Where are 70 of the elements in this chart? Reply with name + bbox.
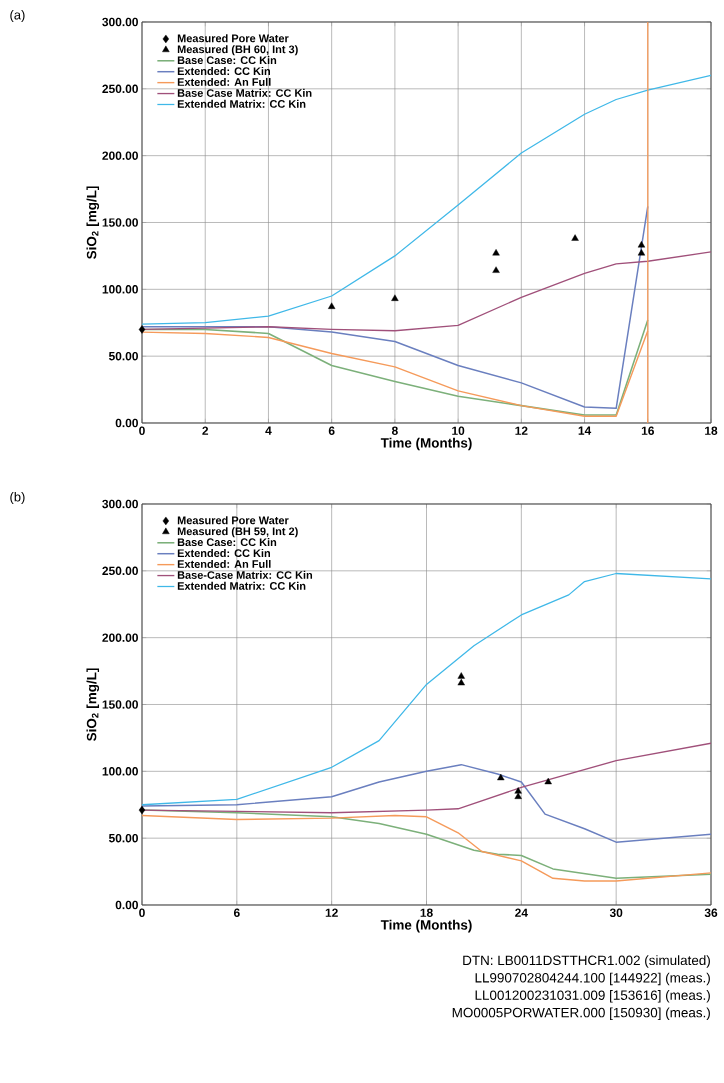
x-tick-label: 30 xyxy=(609,908,623,918)
y-tick-label: 250.00 xyxy=(102,566,138,576)
x-tick-label: 2 xyxy=(202,426,209,435)
legend-label: Extended: An Full xyxy=(177,559,271,568)
y-tick-label: 0.00 xyxy=(115,418,138,428)
point xyxy=(544,777,552,785)
legend-label: Measured Pore Water xyxy=(177,34,289,43)
x-tick-label: 24 xyxy=(515,908,528,917)
x-tick-label: 36 xyxy=(704,908,718,918)
x-tick-label: 10 xyxy=(452,426,465,435)
point xyxy=(391,294,399,301)
y-tick-label: 300.00 xyxy=(102,499,138,509)
x-tick-label: 18 xyxy=(420,908,433,917)
x-tick-label: 16 xyxy=(641,426,654,435)
text: MO0005PORWATER.000 [150930] (meas.) xyxy=(452,1007,710,1021)
y-tick-label: 50.00 xyxy=(108,351,138,361)
text: LL990702804244.100 [144922] (meas.) xyxy=(475,972,710,986)
text: LL001200231031.009 [153616] (meas.) xyxy=(475,990,710,1003)
x-axis-title: Time (Months) xyxy=(380,919,472,933)
legend-label: Extended: CC Kin xyxy=(177,548,270,558)
text: DTN: LB0011DSTTHCR1.002 (simulated) xyxy=(463,955,710,968)
y-tick-label: 50.00 xyxy=(108,833,138,843)
point xyxy=(497,773,505,781)
legend-label: Measured Pore Water xyxy=(177,516,289,525)
y-tick-label: 200.00 xyxy=(102,633,138,642)
point xyxy=(637,241,646,248)
x-tick-label: 0 xyxy=(139,426,145,435)
y-tick-label: 0.00 xyxy=(115,900,138,910)
y-tick-label: 300.00 xyxy=(102,17,138,27)
legend-label: Base Case: CC Kin xyxy=(177,56,277,65)
legend-label: Extended: An Full xyxy=(177,77,271,86)
x-tick-label: 12 xyxy=(325,908,338,917)
point xyxy=(571,234,579,241)
point xyxy=(457,672,465,679)
x-tick-label: 6 xyxy=(233,908,240,917)
legend-label: Base Case Matrix: CC Kin xyxy=(177,88,312,97)
x-tick-label: 12 xyxy=(515,426,528,435)
point xyxy=(328,302,336,309)
point xyxy=(492,249,500,256)
y-tick-label: 200.00 xyxy=(102,151,138,160)
legend-label: Extended: CC Kin xyxy=(177,66,270,76)
point xyxy=(138,325,146,334)
legend-label: Measured (BH 60, Int 3) xyxy=(177,45,298,56)
point xyxy=(492,266,500,273)
point xyxy=(514,792,522,799)
x-tick-label: 0 xyxy=(139,908,145,917)
legend-label: Extended Matrix: CC Kin xyxy=(177,581,306,590)
legend-label: Base-Case Matrix: CC Kin xyxy=(177,570,313,579)
point xyxy=(514,787,522,794)
legend-label: Measured (BH 59, Int 2) xyxy=(177,527,298,538)
point xyxy=(637,249,646,256)
y-axis-title: SiO$_{2}$ [mg/L] xyxy=(86,668,100,741)
legend-label: Base Case: CC Kin xyxy=(177,538,277,547)
text: (b) xyxy=(10,491,25,505)
y-tick-label: 100.00 xyxy=(102,285,138,294)
x-tick-label: 14 xyxy=(578,426,592,435)
x-tick-label: 4 xyxy=(265,426,272,435)
y-axis-title: SiO$_{2}$ [mg/L] xyxy=(86,186,100,259)
x-tick-label: 18 xyxy=(705,426,718,435)
legend-label: Extended Matrix: CC Kin xyxy=(177,99,306,108)
y-tick-label: 150.00 xyxy=(102,218,138,227)
point xyxy=(138,805,146,815)
x-tick-label: 8 xyxy=(391,426,398,435)
x-axis-title: Time (Months) xyxy=(380,437,472,451)
x-tick-label: 6 xyxy=(328,426,335,435)
y-tick-label: 250.00 xyxy=(102,84,138,94)
point xyxy=(457,678,465,686)
y-tick-label: 150.00 xyxy=(102,700,138,709)
text: (a) xyxy=(10,9,25,23)
y-tick-label: 100.00 xyxy=(102,767,138,776)
